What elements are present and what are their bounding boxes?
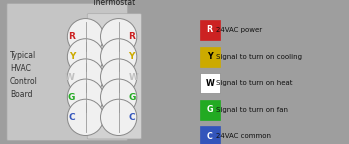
Text: 24VAC power: 24VAC power [216,27,262,33]
FancyBboxPatch shape [7,4,127,140]
Text: C: C [128,113,135,122]
Text: C: C [68,113,75,122]
FancyBboxPatch shape [200,20,220,40]
Ellipse shape [101,79,137,115]
Text: R: R [128,32,135,41]
Ellipse shape [67,59,104,95]
Text: W: W [205,79,214,88]
Text: G: G [207,105,213,114]
Text: G: G [68,93,75,102]
Ellipse shape [101,59,137,95]
Text: W: W [128,73,138,82]
Text: Y: Y [69,52,75,61]
Ellipse shape [67,39,104,75]
Text: Signal to turn on cooling: Signal to turn on cooling [216,54,302,59]
FancyBboxPatch shape [200,126,220,144]
Ellipse shape [67,99,104,136]
Ellipse shape [101,19,137,55]
Text: Typical
HVAC
Control
Board: Typical HVAC Control Board [10,51,38,99]
FancyBboxPatch shape [200,73,220,93]
Ellipse shape [67,79,104,115]
Text: Signal to turn on fan: Signal to turn on fan [216,107,288,113]
Text: Thermostat: Thermostat [92,0,136,7]
Ellipse shape [67,19,104,55]
Text: Y: Y [207,52,213,61]
Text: G: G [128,93,136,102]
FancyBboxPatch shape [200,47,220,67]
Text: R: R [207,25,213,34]
Text: W: W [65,73,75,82]
Text: R: R [68,32,75,41]
Ellipse shape [101,99,137,136]
Text: C: C [207,132,213,141]
FancyBboxPatch shape [200,100,220,120]
Text: 24VAC common: 24VAC common [216,133,271,139]
Text: Signal to turn on heat: Signal to turn on heat [216,80,292,86]
FancyBboxPatch shape [87,14,141,139]
Text: Y: Y [128,52,135,61]
Ellipse shape [101,39,137,75]
